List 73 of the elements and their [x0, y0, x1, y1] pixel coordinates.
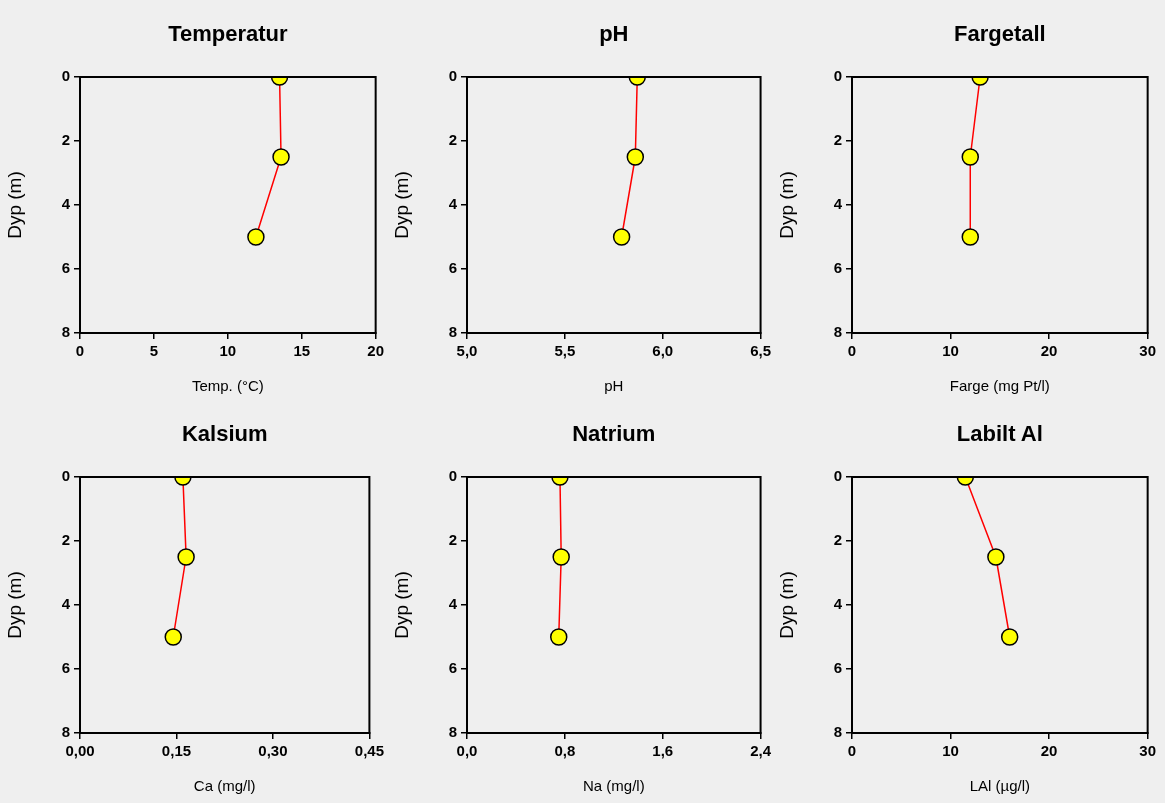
x-axis-title: Temp. (°C) — [191, 377, 264, 395]
y-tick-label: 8 — [833, 723, 842, 741]
x-tick-label: 5,5 — [554, 342, 576, 360]
x-tick-label: 6,0 — [652, 342, 674, 360]
y-tick-label: 8 — [61, 723, 70, 741]
x-tick-label: 10 — [942, 742, 959, 760]
x-tick-label: 10 — [219, 342, 237, 360]
y-tick-label: 2 — [833, 531, 842, 549]
y-tick-label: 2 — [61, 531, 70, 549]
y-tick-label: 6 — [448, 259, 457, 277]
y-tick-label: 2 — [833, 131, 842, 149]
y-tick-label: 6 — [448, 659, 457, 677]
y-tick-label: 2 — [448, 531, 457, 549]
y-axis-title: Dyp (m) — [3, 171, 25, 239]
x-tick-label: 20 — [367, 342, 384, 360]
x-tick-label: 0,45 — [354, 742, 384, 760]
y-tick-label: 6 — [61, 259, 70, 277]
x-tick-label: 5,0 — [456, 342, 478, 360]
y-tick-label: 0 — [61, 467, 70, 485]
y-tick-label: 0 — [448, 467, 457, 485]
x-tick-label: 10 — [942, 342, 959, 360]
y-tick-label: 4 — [61, 195, 71, 213]
x-tick-label: 30 — [1139, 742, 1156, 760]
y-tick-label: 0 — [448, 67, 457, 85]
x-axis-title: LAl (µg/l) — [969, 777, 1030, 795]
x-tick-label: 20 — [1040, 742, 1058, 760]
x-axis-title: Na (mg/l) — [582, 777, 645, 795]
y-tick-label: 4 — [833, 195, 843, 213]
x-tick-label: 15 — [293, 342, 311, 360]
y-tick-label: 0 — [833, 467, 842, 485]
chart-title: Natrium — [572, 421, 656, 447]
y-tick-label: 6 — [61, 659, 70, 677]
x-tick-label: 20 — [1040, 342, 1058, 360]
y-tick-label: 8 — [833, 323, 842, 341]
x-axis-title: Ca (mg/l) — [193, 777, 256, 795]
x-tick-label: 0,0 — [456, 742, 478, 760]
x-tick-label: 0,15 — [161, 742, 192, 760]
y-tick-label: 0 — [833, 67, 842, 85]
y-tick-label: 8 — [61, 323, 70, 341]
y-tick-label: 0 — [61, 67, 70, 85]
y-tick-label: 2 — [448, 131, 457, 149]
y-tick-label: 4 — [448, 595, 458, 613]
y-axis-title: Dyp (m) — [775, 171, 797, 239]
x-tick-label: 0,00 — [65, 742, 95, 760]
y-tick-label: 2 — [61, 131, 70, 149]
chart-title: Fargetall — [953, 21, 1046, 47]
x-axis-title: Farge (mg Pt/l) — [949, 377, 1050, 395]
y-axis-title: Dyp (m) — [3, 571, 25, 639]
x-tick-label: 0,30 — [258, 742, 288, 760]
x-tick-label: 30 — [1139, 342, 1156, 360]
chart-title: Kalsium — [181, 421, 268, 447]
chart-title: Labilt Al — [956, 421, 1043, 447]
y-tick-label: 8 — [448, 323, 457, 341]
y-tick-label: 8 — [448, 723, 457, 741]
y-tick-label: 4 — [448, 195, 458, 213]
x-tick-label: 1,6 — [652, 742, 674, 760]
x-tick-label: 0,8 — [554, 742, 576, 760]
x-axis-title: pH — [604, 377, 624, 395]
x-tick-label: 6,5 — [750, 342, 771, 360]
y-tick-label: 4 — [833, 595, 843, 613]
x-tick-label: 5 — [149, 342, 159, 360]
x-tick-label: 0 — [847, 342, 857, 360]
chart-title: Temperatur — [168, 21, 288, 47]
x-tick-label: 0 — [847, 742, 857, 760]
y-tick-label: 6 — [833, 659, 842, 677]
y-tick-label: 4 — [61, 595, 71, 613]
y-axis-title: Dyp (m) — [390, 171, 412, 239]
y-axis-title: Dyp (m) — [390, 571, 412, 639]
x-tick-label: 2,4 — [750, 742, 772, 760]
y-tick-label: 6 — [833, 259, 842, 277]
x-tick-label: 0 — [75, 342, 85, 360]
chart-title: pH — [599, 21, 629, 47]
y-axis-title: Dyp (m) — [775, 571, 797, 639]
